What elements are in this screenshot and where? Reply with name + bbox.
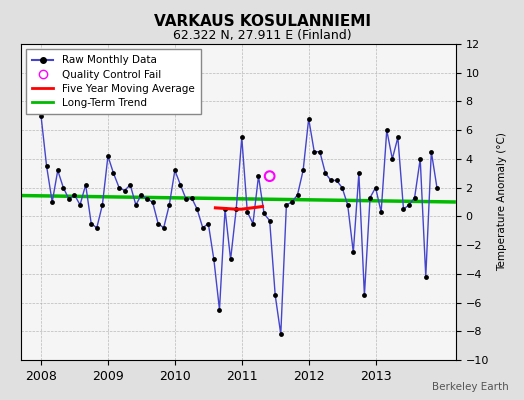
Point xyxy=(304,116,313,122)
Point xyxy=(399,206,408,212)
Point xyxy=(76,202,84,208)
Point xyxy=(215,306,224,313)
Point xyxy=(360,292,368,298)
Point xyxy=(42,163,51,169)
Point xyxy=(394,134,402,140)
Point xyxy=(232,206,241,212)
Point xyxy=(98,202,106,208)
Point xyxy=(321,170,330,176)
Point xyxy=(110,170,118,176)
Point xyxy=(148,199,157,205)
Point xyxy=(104,153,112,159)
Point xyxy=(260,210,268,217)
Point xyxy=(243,209,252,215)
Point xyxy=(366,194,374,201)
Point xyxy=(176,182,184,188)
Point xyxy=(210,256,218,263)
Point xyxy=(226,256,235,263)
Point xyxy=(237,134,246,140)
Point xyxy=(93,225,101,231)
Point xyxy=(254,173,263,179)
Point xyxy=(410,194,419,201)
Text: Berkeley Earth: Berkeley Earth xyxy=(432,382,508,392)
Point xyxy=(65,196,73,202)
Point xyxy=(344,202,352,208)
Point xyxy=(377,209,385,215)
Point xyxy=(121,187,129,194)
Point xyxy=(249,220,257,227)
Point xyxy=(154,220,162,227)
Point xyxy=(299,167,307,174)
Point xyxy=(355,170,363,176)
Point xyxy=(315,148,324,155)
Point xyxy=(388,156,397,162)
Point xyxy=(193,206,201,212)
Point xyxy=(132,202,140,208)
Point xyxy=(126,182,135,188)
Point xyxy=(372,184,380,191)
Point xyxy=(338,184,346,191)
Point xyxy=(349,249,357,256)
Point xyxy=(271,292,279,298)
Point xyxy=(405,202,413,208)
Point xyxy=(199,225,207,231)
Point xyxy=(427,148,435,155)
Point xyxy=(48,199,57,205)
Point xyxy=(277,331,285,337)
Point xyxy=(204,220,213,227)
Point xyxy=(59,184,68,191)
Point xyxy=(327,177,335,184)
Point xyxy=(416,156,424,162)
Point xyxy=(53,167,62,174)
Point xyxy=(115,184,123,191)
Point xyxy=(171,167,179,174)
Point xyxy=(87,220,95,227)
Point xyxy=(266,218,274,224)
Point xyxy=(221,206,229,212)
Point xyxy=(293,192,302,198)
Point xyxy=(165,202,173,208)
Point xyxy=(383,127,391,133)
Point xyxy=(288,199,296,205)
Point xyxy=(310,148,319,155)
Point xyxy=(332,177,341,184)
Point xyxy=(143,196,151,202)
Point xyxy=(188,194,196,201)
Text: VARKAUS KOSULANNIEMI: VARKAUS KOSULANNIEMI xyxy=(154,14,370,29)
Point xyxy=(433,184,441,191)
Point xyxy=(159,225,168,231)
Text: 62.322 N, 27.911 E (Finland): 62.322 N, 27.911 E (Finland) xyxy=(173,29,351,42)
Point xyxy=(70,192,79,198)
Point xyxy=(282,202,291,208)
Legend: Raw Monthly Data, Quality Control Fail, Five Year Moving Average, Long-Term Tren: Raw Monthly Data, Quality Control Fail, … xyxy=(26,49,201,114)
Point xyxy=(137,192,146,198)
Point xyxy=(81,182,90,188)
Point xyxy=(422,274,430,280)
Y-axis label: Temperature Anomaly (°C): Temperature Anomaly (°C) xyxy=(497,132,507,272)
Point xyxy=(37,113,45,119)
Point xyxy=(182,196,190,202)
Point xyxy=(266,173,274,179)
